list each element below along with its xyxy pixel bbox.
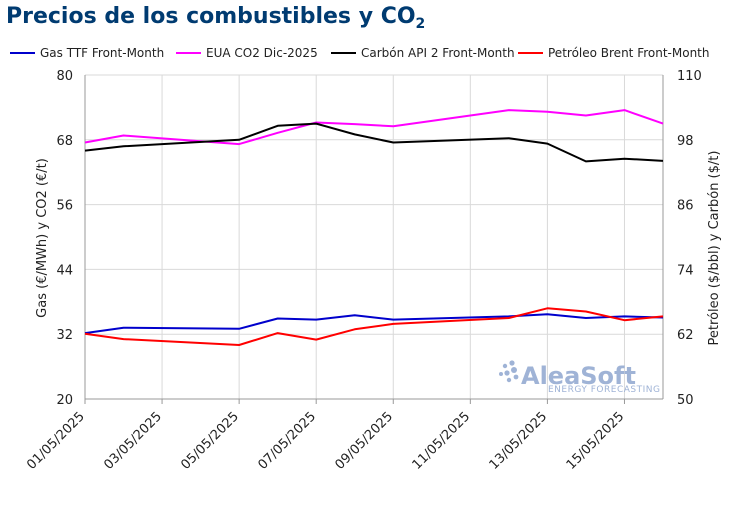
series-lines [84, 109, 664, 346]
legend-item: EUA CO2 Dic-2025 [176, 46, 318, 60]
legend-item: Petróleo Brent Front-Month [518, 46, 709, 60]
series-line-carbon-api-2-front-month [84, 122, 664, 163]
watermark-brand: AleaSoft [521, 362, 636, 390]
y-right-tick-label: 74 [677, 263, 694, 278]
y-right-tick-label: 110 [677, 69, 702, 84]
y-axis-left-label: Gas (€/MWh) y CO2 (€/t) [35, 158, 50, 318]
watermark: AleaSoft ENERGY FORECASTING [499, 360, 660, 395]
y-left-tick-label: 80 [56, 69, 73, 84]
aleasoft-logo-icon [499, 360, 519, 383]
x-tick-label: 03/05/2025 [101, 409, 165, 473]
x-tick-label: 09/05/2025 [332, 409, 396, 473]
y-left-tick-label: 68 [56, 134, 73, 149]
x-tick-label: 11/05/2025 [410, 409, 474, 473]
watermark-tagline: ENERGY FORECASTING [548, 385, 660, 395]
series-line-eua-co2-dic-2025 [84, 109, 664, 146]
series-line-petroleo-brent-front-month [84, 307, 664, 346]
y-right-tick-label: 86 [677, 199, 694, 214]
legend-item: Carbón API 2 Front-Month [331, 46, 515, 60]
y-right-tick-label: 50 [677, 393, 694, 408]
y-right-tick-label: 62 [677, 328, 694, 343]
y-left-tick-label: 20 [56, 393, 73, 408]
legend-label: Petróleo Brent Front-Month [548, 46, 709, 60]
legend-label: EUA CO2 Dic-2025 [206, 46, 318, 60]
chart-title-main: Precios de los combustibles y CO [6, 4, 416, 29]
y-left-tick-label: 32 [56, 328, 73, 343]
axes: 20 50 32 62 44 74 56 86 68 98 80 110 01/05/2025 03/05… [24, 69, 702, 473]
chart-title: Precios de los combustibles y CO2 [6, 4, 425, 32]
y-right-tick-label: 98 [677, 134, 694, 149]
y-axis-right-label: Petróleo ($/bbl) y Carbón ($/t) [707, 151, 722, 346]
chart-title-subscript: 2 [415, 16, 426, 32]
legend-item: Gas TTF Front-Month [10, 46, 164, 60]
x-tick-label: 13/05/2025 [487, 409, 551, 473]
y-left-tick-label: 56 [56, 199, 73, 214]
x-tick-label: 05/05/2025 [178, 409, 242, 473]
legend-label: Carbón API 2 Front-Month [361, 46, 515, 60]
y-left-tick-label: 44 [56, 263, 73, 278]
series-line-gas-ttf-front-month [84, 313, 664, 335]
legend-label: Gas TTF Front-Month [40, 46, 164, 60]
x-tick-label: 15/05/2025 [564, 409, 628, 473]
x-tick-label: 07/05/2025 [255, 409, 319, 473]
grid [84, 74, 663, 400]
x-tick-label: 01/05/2025 [24, 409, 88, 473]
legend: Gas TTF Front-Month EUA CO2 Dic-2025 Carbó… [10, 46, 709, 60]
